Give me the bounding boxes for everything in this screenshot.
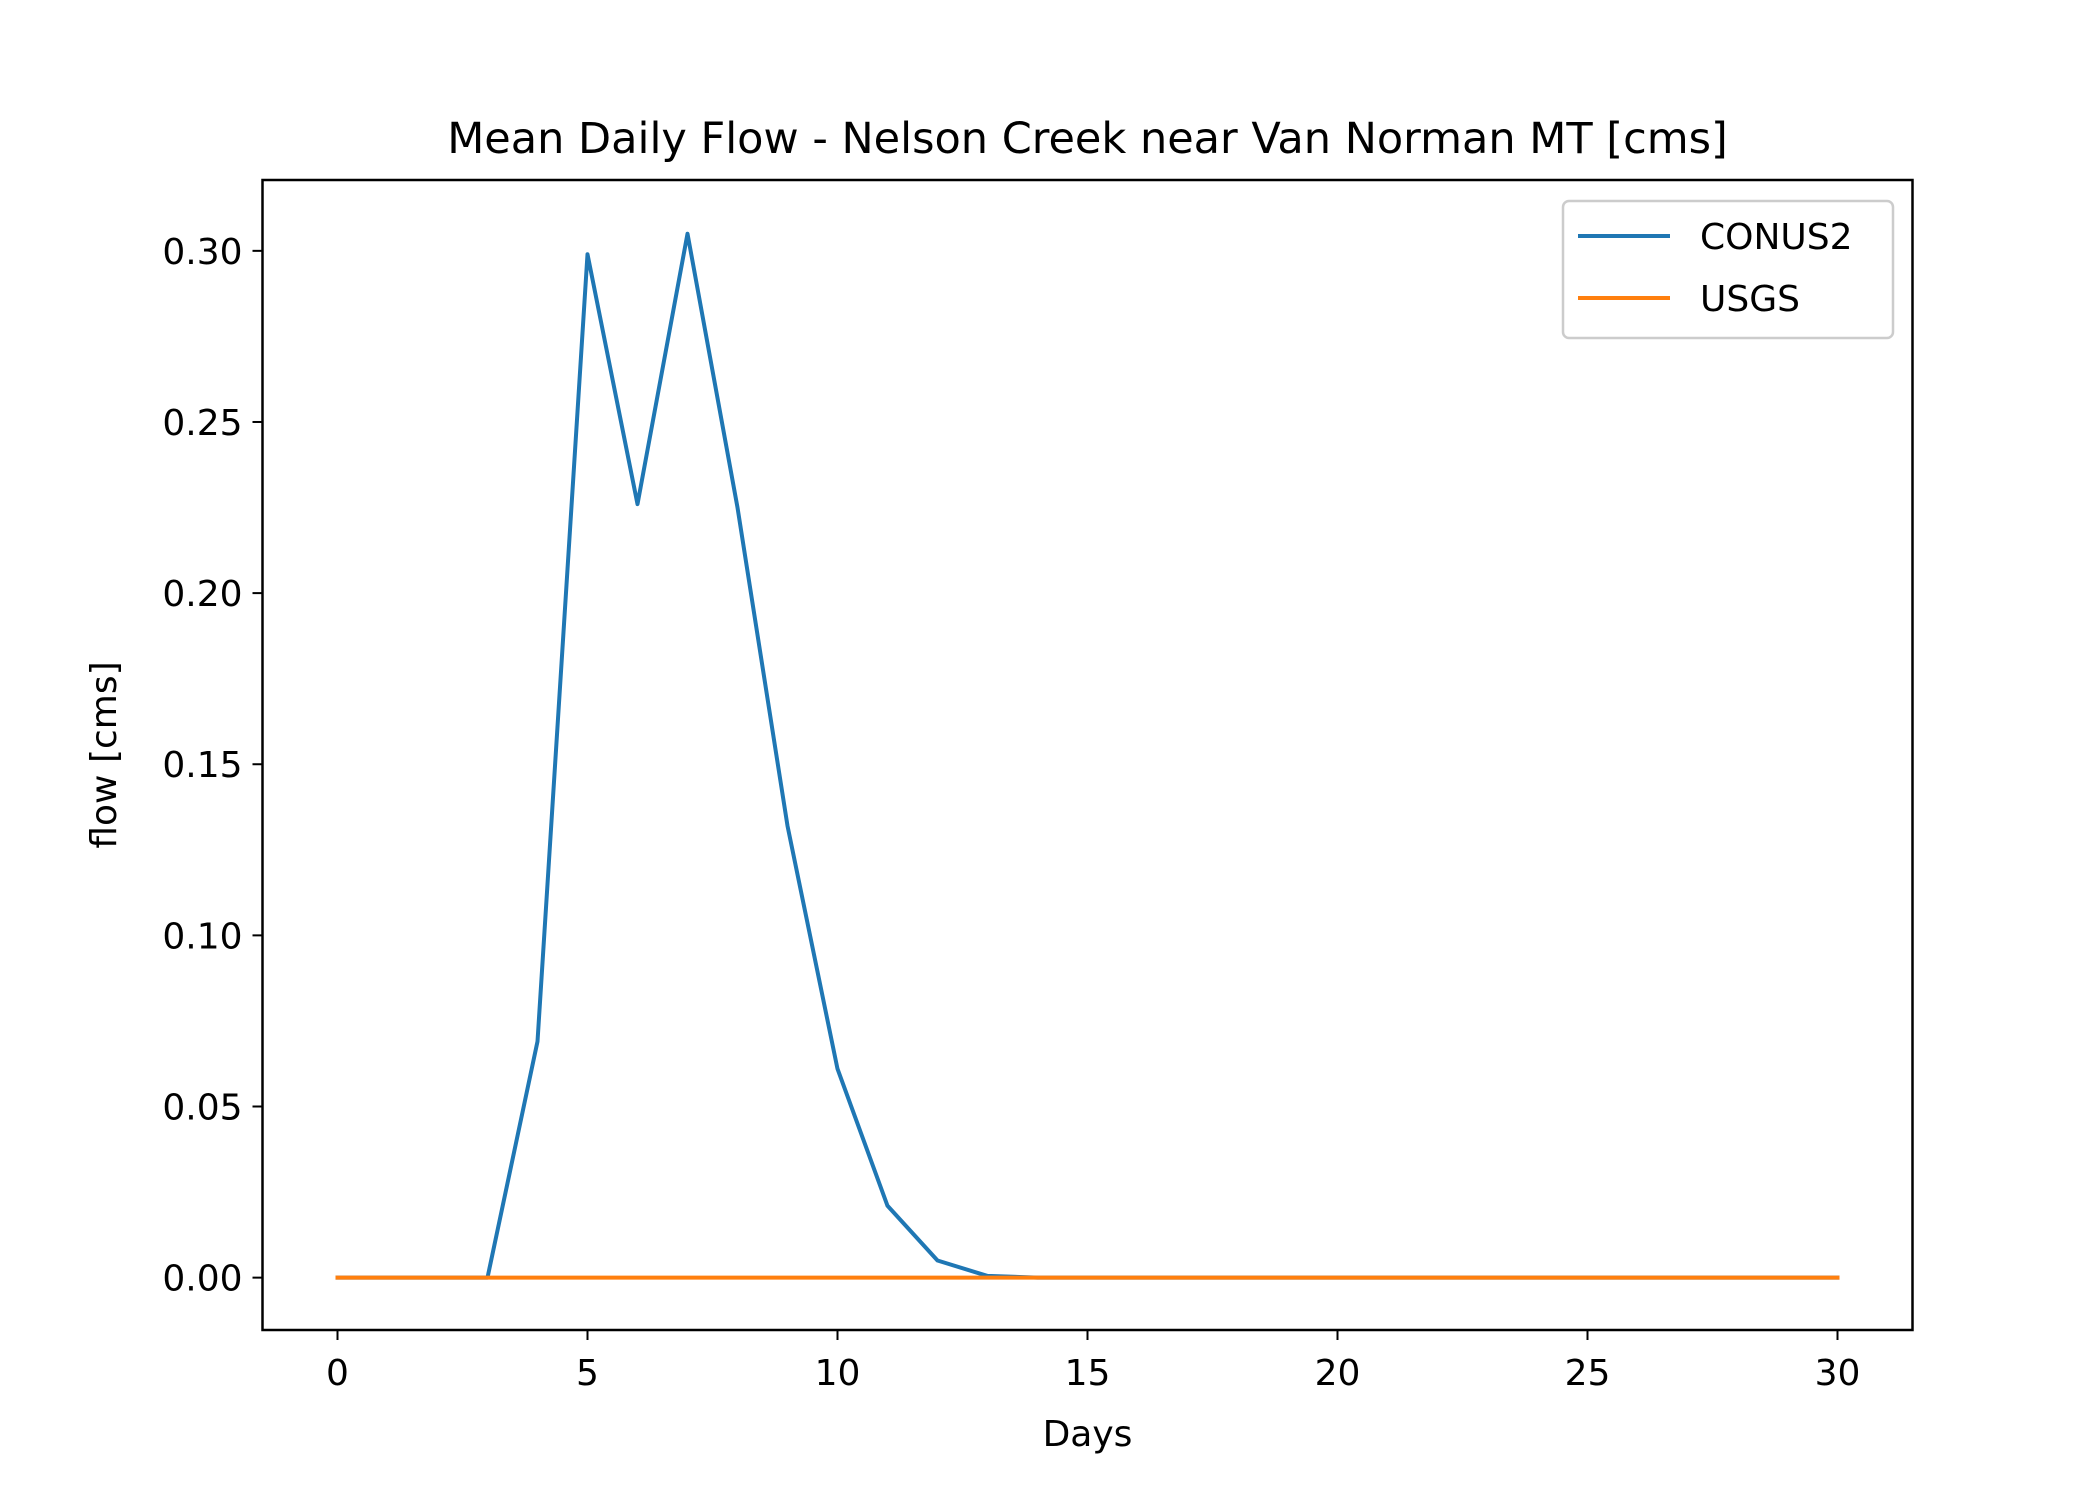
x-tick-label: 30 — [1815, 1353, 1861, 1394]
series-layer — [335, 231, 1840, 1280]
y-axis-label: flow [cms] — [84, 661, 125, 848]
y-tick-label: 0.00 — [162, 1259, 242, 1300]
y-tick-label: 0.10 — [162, 916, 242, 957]
chart-title: Mean Daily Flow - Nelson Creek near Van … — [447, 114, 1728, 164]
x-tick-label: 25 — [1565, 1353, 1611, 1394]
y-axis-ticks: 0.00 0.05 0.10 0.15 0.20 0.25 0.30 — [162, 232, 263, 1300]
x-axis-ticks: 0 5 10 15 20 25 30 — [326, 1330, 1860, 1394]
x-tick-label: 10 — [815, 1353, 861, 1394]
y-tick-label: 0.30 — [162, 232, 242, 273]
legend-label-usgs: USGS — [1700, 279, 1800, 320]
y-tick-label: 0.20 — [162, 574, 242, 615]
y-tick-label: 0.25 — [162, 403, 242, 444]
legend: CONUS2 USGS — [1561, 199, 1895, 340]
x-tick-label: 15 — [1065, 1353, 1111, 1394]
x-tick-label: 0 — [326, 1353, 349, 1394]
x-tick-label: 5 — [576, 1353, 599, 1394]
legend-label-conus2: CONUS2 — [1700, 217, 1853, 258]
x-tick-label: 20 — [1315, 1353, 1361, 1394]
x-axis-label: Days — [1043, 1414, 1133, 1455]
y-tick-label: 0.15 — [162, 745, 242, 786]
y-tick-label: 0.05 — [162, 1088, 242, 1129]
